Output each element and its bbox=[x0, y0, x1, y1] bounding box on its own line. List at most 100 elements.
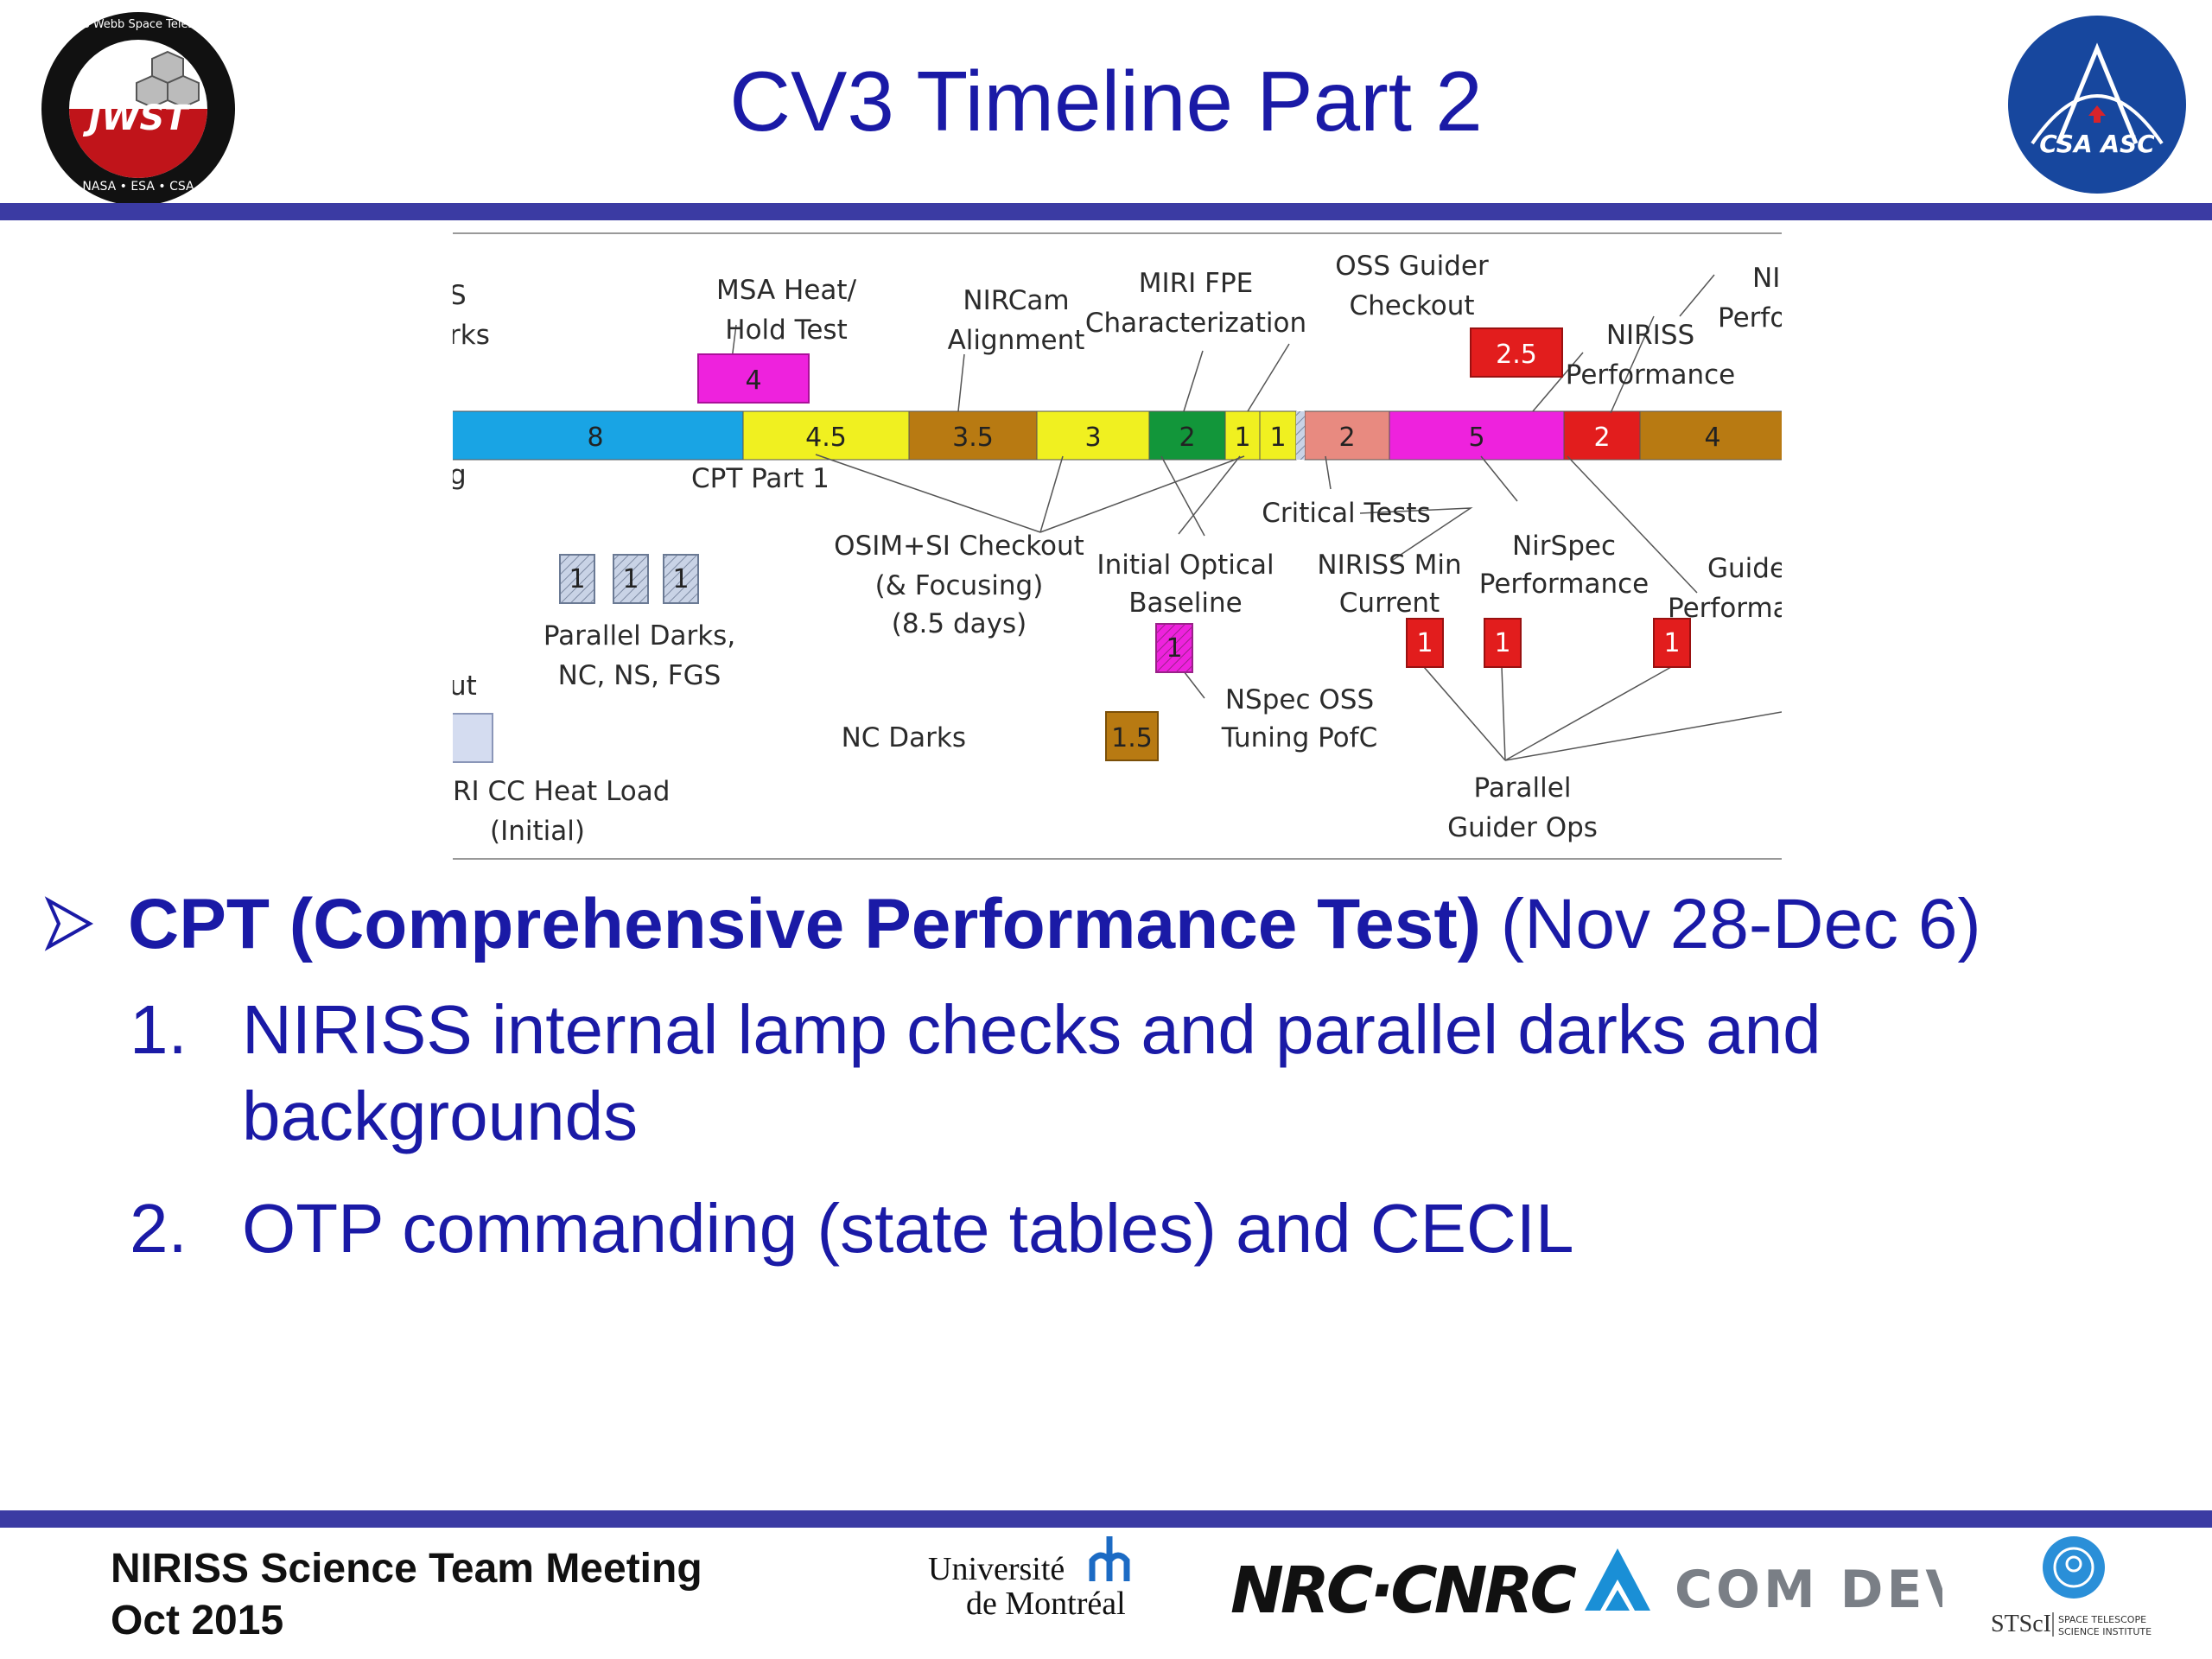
main-bullet: CPT (Comprehensive Performance Test) (No… bbox=[128, 881, 1981, 968]
label-nircam-1: NIRCam bbox=[963, 285, 1069, 316]
bar-segment-label: 3 bbox=[1084, 423, 1101, 453]
sub-bullet-1-text: NIRISS internal lamp checks and parallel… bbox=[242, 991, 1821, 1154]
jwst-logo-ring-text: James Webb Space Telescope bbox=[54, 18, 220, 31]
csa-logo: CSA ASC bbox=[2006, 14, 2188, 195]
bar-hatch-strip bbox=[1296, 411, 1305, 460]
slide-title: CV3 Timeline Part 2 bbox=[729, 54, 1483, 149]
label-cut-rks: rks bbox=[453, 320, 490, 351]
label-oss-1: OSS Guider bbox=[1335, 251, 1489, 282]
sub-bullet-2-num: 2. bbox=[130, 1190, 188, 1267]
main-bullet-rest: (Nov 28-Dec 6) bbox=[1481, 885, 1981, 963]
label-osim-2: (& Focusing) bbox=[875, 570, 1044, 601]
label-nc-darks: NC Darks bbox=[842, 722, 966, 753]
label-pd-2: NC, NS, FGS bbox=[558, 660, 721, 691]
label-pgo-2: Guider Ops bbox=[1447, 812, 1598, 843]
sub-bullet-2-text: OTP commanding (state tables) and CECIL bbox=[242, 1190, 1574, 1267]
niriss-perf-box bbox=[1470, 327, 1563, 378]
bar-segment bbox=[1224, 410, 1261, 461]
pd-box-2 bbox=[613, 554, 649, 604]
label-cpt1: CPT Part 1 bbox=[691, 463, 830, 494]
pgo-box-1 bbox=[1406, 618, 1444, 668]
stsci-logo-sub-2: SCIENCE INSTITUTE bbox=[2058, 1626, 2152, 1637]
label-nircam-2: Alignment bbox=[948, 325, 1085, 356]
pd-box-1 bbox=[559, 554, 595, 604]
stsci-logo-sub-1: SPACE TELESCOPE bbox=[2058, 1614, 2146, 1625]
label-osim-3: (8.5 days) bbox=[892, 608, 1027, 639]
sub-bullet-2: 2. OTP commanding (state tables) and CEC… bbox=[130, 1185, 2117, 1281]
label-cut-ut: ut bbox=[453, 671, 477, 702]
label-niriss-1: NIRISS bbox=[1606, 320, 1694, 351]
label-miri-cc-1: RI CC Heat Load bbox=[453, 776, 670, 807]
pd-box-3 bbox=[663, 554, 699, 604]
footer-meeting: NIRISS Science Team Meeting Oct 2015 bbox=[111, 1543, 702, 1647]
main-bullet-bold: CPT (Comprehensive Performance Test) bbox=[128, 885, 1482, 963]
jwst-logo: JWST NASA • ESA • CSA James Webb Space T… bbox=[38, 9, 238, 209]
jwst-logo-name: JWST bbox=[82, 99, 190, 138]
pd-box-2-label: 1 bbox=[622, 564, 639, 594]
label-iob-2: Baseline bbox=[1128, 588, 1242, 619]
udem-logo-line-1: Université bbox=[928, 1551, 1065, 1587]
stsci-logo: STScI SPACE TELESCOPE SCIENCE INSTITUTE bbox=[1987, 1535, 2160, 1642]
label-pd-1: Parallel Darks, bbox=[543, 620, 735, 652]
label-cut-g: g bbox=[453, 460, 467, 491]
footer-line-2: Oct 2015 bbox=[111, 1598, 284, 1643]
udem-logo: Université de Montréal bbox=[928, 1535, 1144, 1624]
pgo-box-2-label: 1 bbox=[1494, 628, 1510, 658]
nc-darks-box-label: 1.5 bbox=[1111, 723, 1153, 753]
label-cut-s: S bbox=[453, 280, 467, 311]
label-miri-2: Characterization bbox=[1085, 308, 1306, 339]
sub-bullet-1-num: 1. bbox=[130, 991, 188, 1068]
label-iob-1: Initial Optical bbox=[1096, 550, 1274, 581]
bullet-arrow-icon bbox=[43, 893, 95, 954]
bar-segment-label: 2 bbox=[1179, 423, 1195, 453]
label-guide-1: Guide bbox=[1707, 553, 1782, 584]
comdev-logo-text: COM DEV bbox=[1675, 1560, 1942, 1620]
label-nsp-1: NirSpec bbox=[1512, 531, 1616, 562]
label-critical: Critical Tests bbox=[1262, 498, 1430, 529]
jwst-logo-partners: NASA • ESA • CSA bbox=[82, 180, 194, 194]
niriss-perf-box-label: 2.5 bbox=[1496, 340, 1537, 370]
label-osim-1: OSIM+SI Checkout bbox=[834, 531, 1084, 562]
bar-segment-label: 1 bbox=[1234, 423, 1250, 453]
comdev-logo: COM DEV bbox=[1580, 1541, 1966, 1628]
bar-segment-label: 2 bbox=[1593, 423, 1610, 453]
bar-segment bbox=[1148, 410, 1226, 461]
label-nsp-2: Performance bbox=[1479, 569, 1649, 600]
label-niriss-2: Performance bbox=[1566, 359, 1735, 391]
timeline-bar: 8 4.5 3.5 3 2 1 1 2 5 2 4 bbox=[453, 410, 1782, 461]
bar-segment bbox=[1389, 410, 1565, 461]
bar-segment bbox=[1639, 410, 1782, 461]
pd-box-1-label: 1 bbox=[569, 564, 585, 594]
msa-box-label: 4 bbox=[745, 365, 761, 396]
bar-segment bbox=[1036, 410, 1150, 461]
bar-segment-label: 5 bbox=[1468, 423, 1484, 453]
label-nmin-2: Current bbox=[1339, 588, 1440, 619]
bar-segment bbox=[1563, 410, 1641, 461]
label-msa-2: Hold Test bbox=[725, 315, 847, 346]
bar-segment-label: 1 bbox=[1269, 423, 1286, 453]
label-miri-cc-2: (Initial) bbox=[490, 816, 585, 847]
msa-box bbox=[697, 353, 810, 404]
label-nspec-oss-2: Tuning PofC bbox=[1221, 722, 1377, 753]
nc-darks-box bbox=[1105, 711, 1159, 761]
label-msa-1: MSA Heat/ bbox=[716, 275, 857, 306]
miri-cc-box bbox=[453, 713, 493, 763]
timeline-figure: 8 4.5 3.5 3 2 1 1 2 5 2 4 4 bbox=[453, 232, 1782, 862]
bar-segment-label: 8 bbox=[587, 423, 603, 453]
bar-segment-label: 2 bbox=[1338, 423, 1355, 453]
bar-segment-label: 4 bbox=[1704, 423, 1720, 453]
stsci-logo-text: STScI bbox=[1991, 1611, 2051, 1637]
pgo-box-2 bbox=[1484, 618, 1522, 668]
bar-segment-label: 3.5 bbox=[952, 423, 994, 453]
bar-segment bbox=[1304, 410, 1390, 461]
label-oss-2: Checkout bbox=[1349, 290, 1474, 321]
label-nspec-oss-1: NSpec OSS bbox=[1225, 684, 1374, 715]
pgo-box-3-label: 1 bbox=[1663, 628, 1680, 658]
timeline-svg: 8 4.5 3.5 3 2 1 1 2 5 2 4 4 bbox=[453, 232, 1782, 860]
bar-segment-label: 4.5 bbox=[805, 423, 847, 453]
csa-logo-text: CSA ASC bbox=[2039, 130, 2155, 158]
nspec-oss-box-label: 1 bbox=[1166, 633, 1182, 664]
nrc-cnrc-logo: NRC·CNRC bbox=[1230, 1554, 1577, 1628]
sub-bullet-1: 1. NIRISS internal lamp checks and paral… bbox=[130, 987, 2117, 1177]
nspec-oss-box bbox=[1155, 623, 1193, 673]
